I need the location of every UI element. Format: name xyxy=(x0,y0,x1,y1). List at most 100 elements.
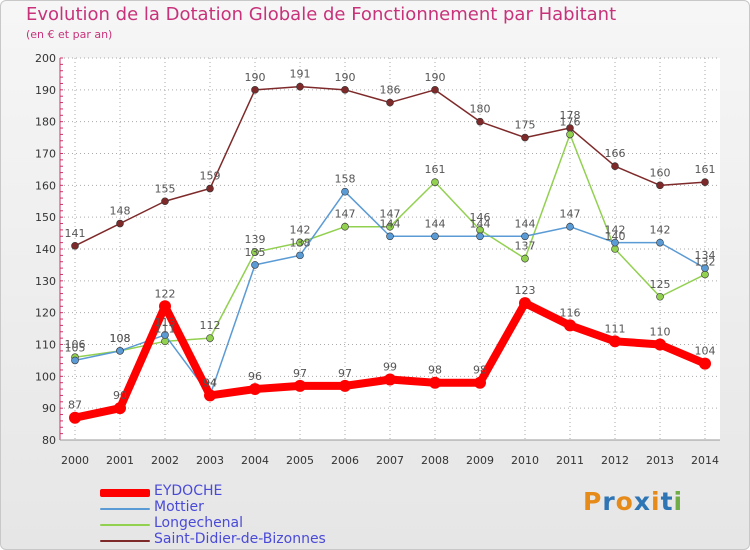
data-point xyxy=(519,297,531,310)
data-point xyxy=(701,264,709,272)
data-label: 111 xyxy=(605,322,626,335)
data-point xyxy=(251,248,259,256)
chart-subtitle: (en € et par an) xyxy=(26,28,113,41)
data-point xyxy=(294,379,306,392)
data-label: 166 xyxy=(605,147,626,160)
x-tick-label: 2012 xyxy=(601,454,629,467)
y-tick-label: 150 xyxy=(35,211,56,224)
data-label: 135 xyxy=(245,246,266,259)
data-point xyxy=(699,357,711,370)
data-point xyxy=(386,98,394,107)
x-tick-label: 2013 xyxy=(646,454,674,467)
data-label: 191 xyxy=(290,68,311,81)
data-point xyxy=(116,347,124,355)
series-group xyxy=(69,82,711,424)
data-point xyxy=(296,238,304,247)
data-label: 180 xyxy=(470,103,491,116)
data-label: 147 xyxy=(335,208,356,221)
data-label: 132 xyxy=(695,255,716,268)
legend-label: Mottier xyxy=(154,499,204,515)
logo-letter: r xyxy=(602,487,616,516)
x-tick-label: 2008 xyxy=(421,454,449,467)
legend: EYDOCHE Mottier Longechenal Saint-Didier-de… xyxy=(100,483,360,548)
data-label: 142 xyxy=(650,224,671,237)
data-label: 122 xyxy=(155,287,176,300)
data-point xyxy=(384,373,396,386)
data-label: 190 xyxy=(245,71,266,84)
data-label: 125 xyxy=(650,278,671,291)
data-point xyxy=(611,245,619,253)
y-tick-label: 90 xyxy=(42,402,56,415)
data-label: 106 xyxy=(65,338,86,351)
data-label: 123 xyxy=(515,284,536,297)
data-label: 142 xyxy=(290,224,311,237)
y-tick-label: 190 xyxy=(35,84,56,97)
data-label: 104 xyxy=(695,345,716,358)
y-tick-label: 110 xyxy=(35,339,56,352)
data-point xyxy=(206,334,214,342)
data-label: 105 xyxy=(65,341,86,354)
data-point xyxy=(701,270,709,279)
data-label: 97 xyxy=(293,367,307,380)
legend-item: Mottier xyxy=(100,499,360,516)
data-label: 161 xyxy=(425,163,446,176)
data-label: 144 xyxy=(425,217,446,230)
data-label: 147 xyxy=(560,208,581,221)
legend-swatch xyxy=(100,489,150,497)
data-label: 96 xyxy=(248,370,262,383)
x-tick-label: 2009 xyxy=(466,454,494,467)
data-point xyxy=(341,187,349,196)
data-point xyxy=(521,133,529,142)
data-label: 138 xyxy=(290,236,311,249)
data-label: 111 xyxy=(155,322,176,335)
y-tick-label: 130 xyxy=(35,275,56,288)
y-tick-label: 100 xyxy=(35,370,56,383)
data-label: 87 xyxy=(68,399,82,412)
data-label: 140 xyxy=(605,230,626,243)
data-point xyxy=(431,232,439,241)
data-label: 190 xyxy=(425,71,446,84)
x-tick-label: 2010 xyxy=(511,454,539,467)
data-label: 147 xyxy=(380,208,401,221)
data-label: 161 xyxy=(695,163,716,176)
data-point xyxy=(656,238,664,247)
data-label: 108 xyxy=(110,332,131,345)
data-point xyxy=(429,376,441,389)
data-label: 186 xyxy=(380,84,401,97)
data-point xyxy=(566,222,574,231)
legend-item: Saint-Didier-de-Bizonnes xyxy=(100,531,360,548)
data-point xyxy=(339,379,351,392)
x-tick-label: 2000 xyxy=(61,454,89,467)
y-tick-label: 200 xyxy=(35,52,56,65)
data-point xyxy=(116,219,124,228)
data-label: 97 xyxy=(338,367,352,380)
logo-letter: i xyxy=(673,487,684,516)
data-point xyxy=(611,238,619,247)
axes: 80 90 100 110 120 130 140 150 160 170 180 190 200 200… xyxy=(35,52,720,467)
x-tick-label: 2001 xyxy=(106,454,134,467)
data-label: 144 xyxy=(380,217,401,230)
logo-letter: t xyxy=(660,487,674,516)
data-point xyxy=(251,261,259,269)
data-label: 141 xyxy=(65,227,86,240)
data-point xyxy=(609,335,621,348)
data-point xyxy=(476,232,484,241)
y-tick-label: 80 xyxy=(42,434,56,447)
y-tick-label: 160 xyxy=(35,179,56,192)
data-point xyxy=(341,222,349,231)
legend-item: Longechenal xyxy=(100,515,360,532)
y-tick-label: 180 xyxy=(35,116,56,129)
data-label: 144 xyxy=(470,217,491,230)
x-tick-label: 2004 xyxy=(241,454,269,467)
data-point xyxy=(654,338,666,351)
data-point xyxy=(564,319,576,332)
y-tick-label: 120 xyxy=(35,307,56,320)
logo-letter: o xyxy=(615,487,634,516)
data-point xyxy=(296,82,304,91)
x-tick-label: 2006 xyxy=(331,454,359,467)
logo-letter: x xyxy=(633,487,651,516)
data-label: 112 xyxy=(200,319,221,332)
data-label: 98 xyxy=(428,364,442,377)
x-tick-label: 2011 xyxy=(556,454,584,467)
